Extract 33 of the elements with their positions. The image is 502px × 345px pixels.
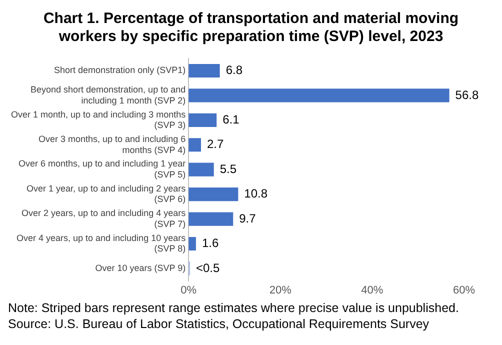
- bar: [188, 113, 217, 127]
- bar: [188, 212, 234, 226]
- source-note: Source: U.S. Bureau of Labor Statistics, Occupational Requirements Survey: [8, 316, 430, 332]
- y-tick-label: Over 10 years (SVP 9): [95, 262, 186, 273]
- bar: [188, 88, 450, 102]
- data-label: 6.8: [226, 63, 243, 78]
- x-tick-label: 40%: [361, 284, 384, 296]
- y-tick-label: Over 4 years, up to and including 10 years (SVP 8): [16, 232, 186, 254]
- bar: [188, 138, 201, 152]
- data-label: <0.5: [196, 260, 220, 275]
- x-tick-label: 0%: [180, 284, 197, 296]
- chart-title: Chart 1. Percentage of transportation and material moving workers by specific preparation time (SVP) level, 2023: [42, 9, 460, 47]
- data-label: 10.8: [244, 186, 268, 201]
- y-tick-label: Short demonstration only (SVP1): [54, 65, 186, 76]
- y-tick-label: Over 6 months, up to and including 1 year (SVP 5): [18, 158, 186, 180]
- bar: [188, 188, 238, 202]
- bar: [188, 162, 214, 176]
- bar: [188, 64, 220, 78]
- y-tick-label: Over 2 years, up to and including 4 years (SVP 7): [22, 208, 186, 229]
- y-tick-label: Over 1 month, up to and including 3 months (SVP 3): [10, 109, 186, 130]
- text: Note: Striped bars represent range estimates where precise value is unpublished.: [8, 300, 460, 316]
- x-tick-label: 20%: [269, 284, 292, 296]
- y-tick-label: Over 3 months, up to and including 6 months (SVP 4): [38, 134, 186, 155]
- data-label: 9.7: [239, 211, 256, 226]
- y-tick-label: Beyond short demonstration, up to and including 1 month (SVP 2): [30, 84, 186, 106]
- y-tick-label: Over 1 year, up to and including 2 years (SVP 6): [26, 183, 186, 204]
- data-label: 1.6: [202, 236, 219, 250]
- x-tick-label: 60%: [452, 284, 476, 296]
- bar: [188, 236, 196, 251]
- data-label: 2.7: [206, 137, 224, 152]
- data-label: 56.8: [455, 88, 479, 102]
- data-label: 5.5: [220, 162, 237, 176]
- data-label: 6.1: [222, 112, 240, 126]
